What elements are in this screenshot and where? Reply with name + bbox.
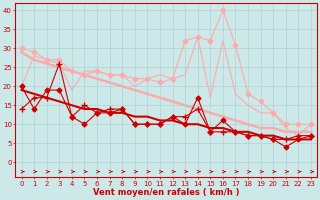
X-axis label: Vent moyen/en rafales ( km/h ): Vent moyen/en rafales ( km/h ) (93, 188, 239, 197)
